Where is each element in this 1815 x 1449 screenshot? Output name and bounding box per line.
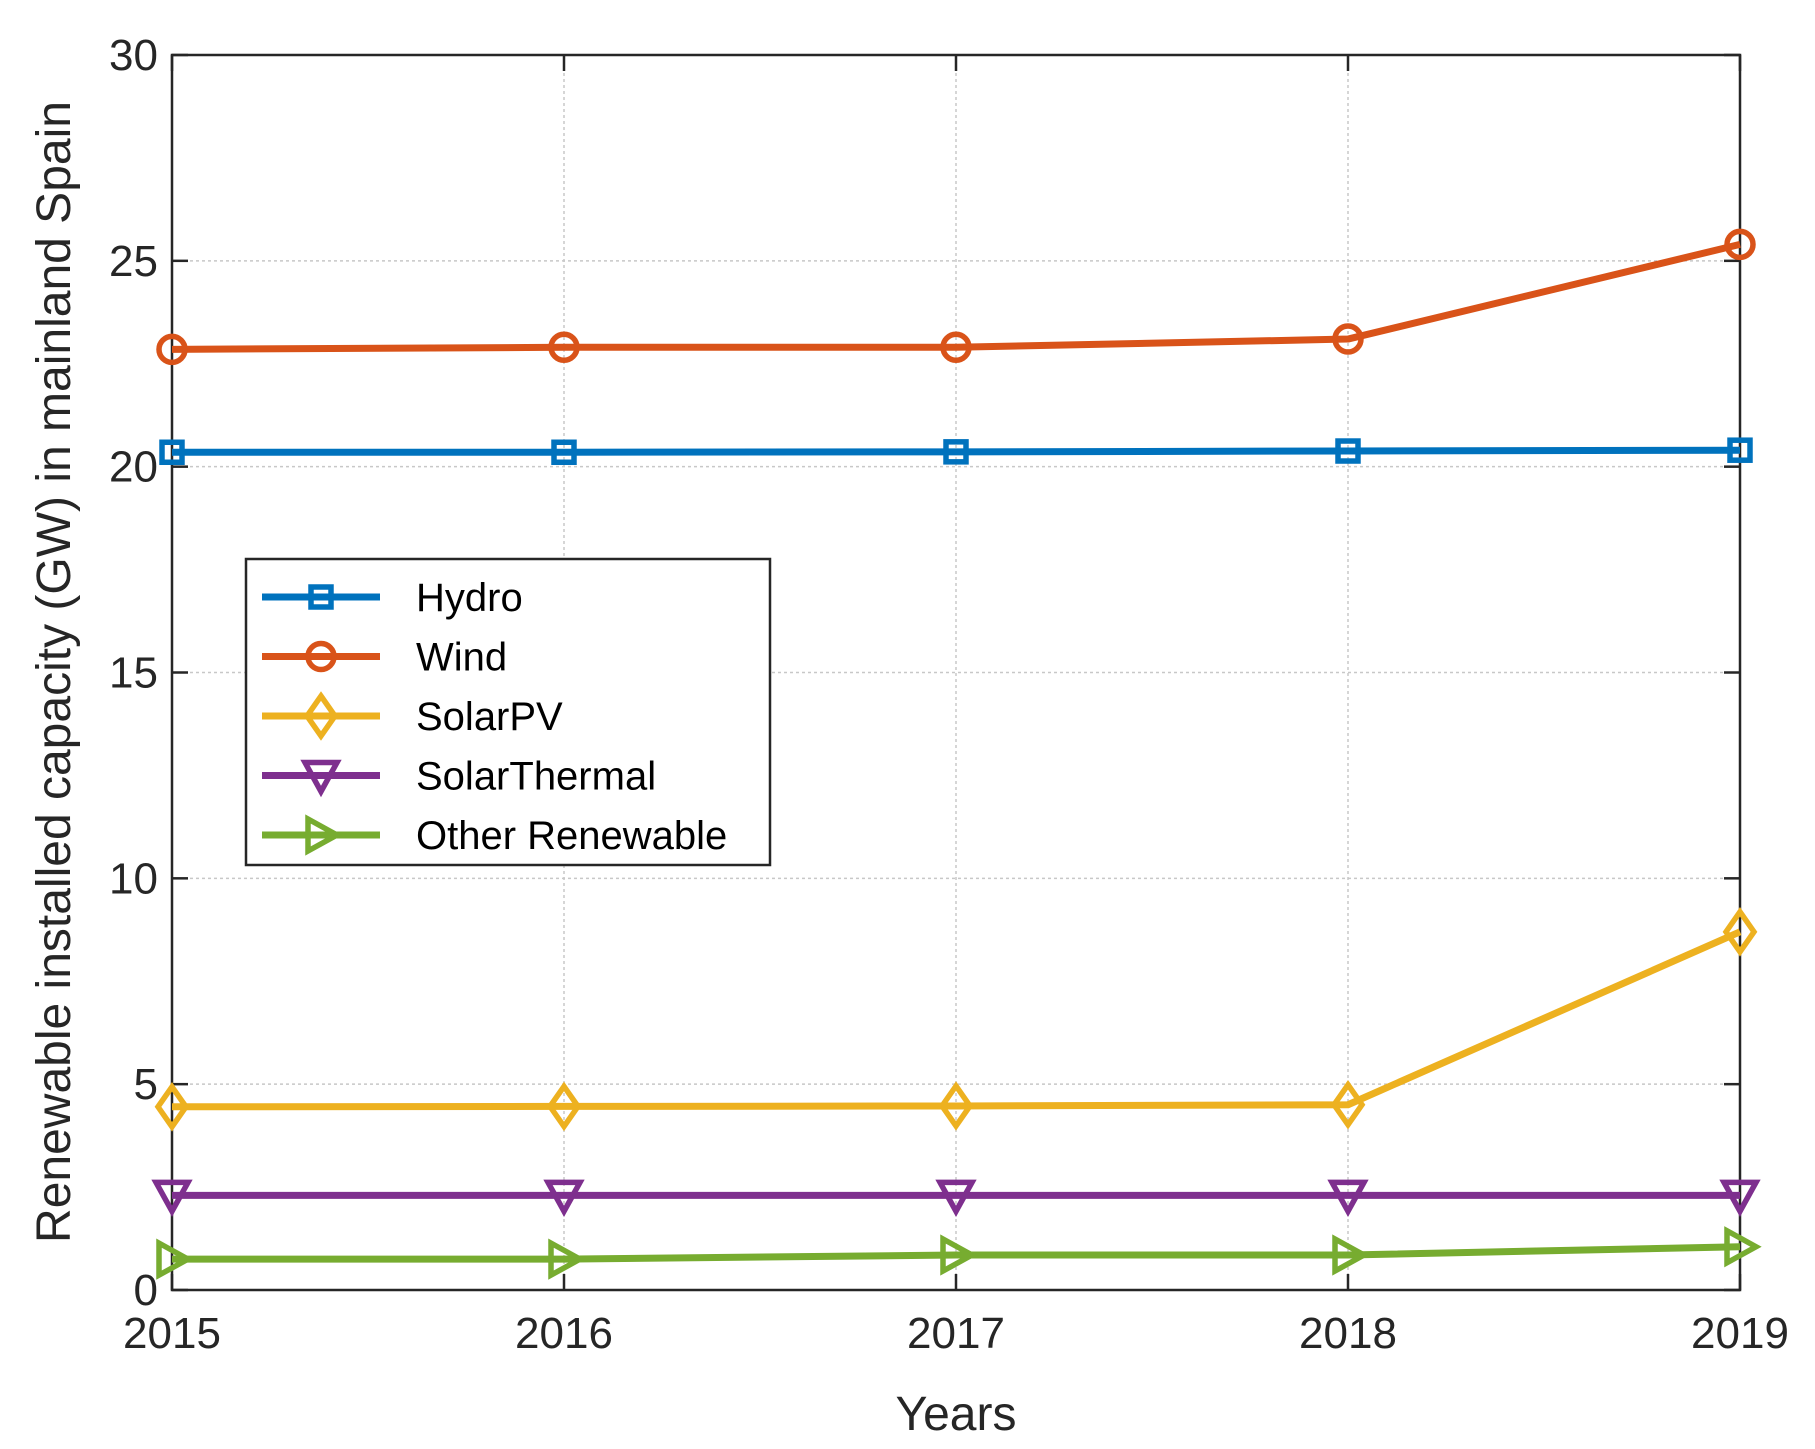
- data-point-wind: [1724, 228, 1756, 261]
- data-point-solarthermal: [543, 1179, 585, 1218]
- legend-label-other-renewable: Other Renewable: [416, 814, 727, 858]
- data-point-other-renewable: [548, 1238, 586, 1280]
- y-tick-label: 30: [109, 31, 158, 80]
- data-point-wind: [1332, 323, 1364, 355]
- x-tick-label: 2016: [515, 1309, 613, 1358]
- series-line-other-renewable: [172, 1243, 1741, 1263]
- data-point-hydro: [1335, 438, 1361, 464]
- series-group: [151, 228, 1762, 1280]
- legend-label-solarthermal: SolarThermal: [416, 755, 656, 799]
- x-tick-label: 2017: [907, 1309, 1005, 1358]
- series-line-hydro: [172, 446, 1741, 456]
- data-point-solarpv: [1722, 907, 1758, 957]
- x-tick-label: 2019: [1691, 1309, 1789, 1358]
- y-tick-label: 0: [134, 1266, 158, 1315]
- y-tick-label: 20: [109, 443, 158, 492]
- y-axis-label: Renewable installed capacity (GW) in mai…: [28, 101, 81, 1243]
- data-point-solarthermal: [151, 1179, 193, 1218]
- x-tick-label: 2015: [123, 1309, 221, 1358]
- y-tick-label: 10: [109, 854, 158, 903]
- data-point-hydro: [943, 439, 969, 465]
- y-tick-label: 15: [109, 649, 158, 698]
- x-axis-label: Years: [896, 1388, 1017, 1441]
- data-point-other-renewable: [940, 1234, 978, 1276]
- legend-label-wind: Wind: [416, 636, 507, 680]
- data-point-wind: [548, 331, 580, 364]
- data-point-wind: [156, 333, 188, 366]
- legend-marker-solarpv: [303, 691, 339, 741]
- series-line-wind: [171, 240, 1741, 353]
- data-point-other-renewable: [156, 1238, 194, 1280]
- data-point-other-renewable: [1724, 1226, 1762, 1268]
- series-line-solarpv: [171, 928, 1742, 1111]
- data-point-solarthermal: [1327, 1179, 1369, 1218]
- axis-ticks: 2015 2016 2017 2018 2019 0 5 10 15 20 25 30: [109, 31, 1789, 1358]
- data-point-solarthermal: [1719, 1179, 1761, 1218]
- data-point-solarpv: [938, 1081, 974, 1131]
- data-point-solarpv: [546, 1081, 582, 1132]
- legend-marker-hydro: [308, 584, 334, 610]
- legend-label-hydro: Hydro: [416, 576, 523, 620]
- data-point-hydro: [551, 439, 577, 466]
- data-point-hydro: [159, 439, 185, 466]
- data-point-wind: [940, 331, 972, 364]
- data-point-solarpv: [1330, 1079, 1366, 1130]
- legend-marker-solarthermal: [300, 759, 342, 798]
- legend-marker-other-renewable: [305, 814, 343, 856]
- legend: Hydro Wind SolarPV SolarThermal Other Renewa…: [244, 557, 772, 867]
- y-tick-label: 25: [109, 237, 158, 286]
- legend-label-solarpv: SolarPV: [416, 695, 563, 739]
- data-point-solarthermal: [935, 1179, 977, 1218]
- y-tick-label: 5: [134, 1060, 158, 1109]
- data-point-solarpv: [154, 1082, 190, 1132]
- legend-marker-wind: [305, 640, 337, 673]
- x-tick-label: 2018: [1299, 1309, 1397, 1358]
- grid: [172, 55, 1740, 1290]
- data-point-other-renewable: [1332, 1234, 1370, 1276]
- data-point-hydro: [1727, 437, 1753, 463]
